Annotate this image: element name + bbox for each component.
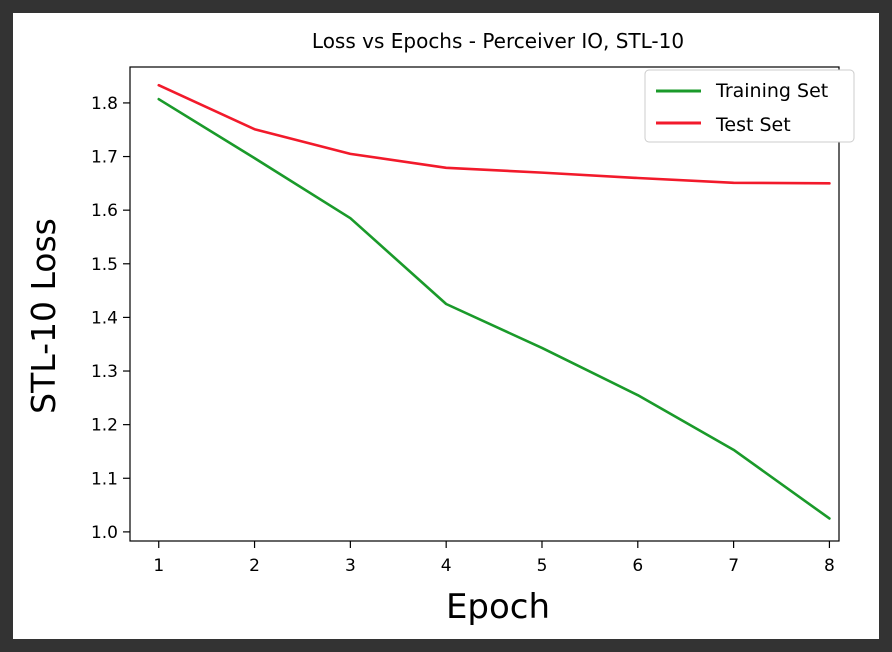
series-line-test-set (157, 83, 831, 185)
x-axis-label: Epoch (446, 587, 550, 627)
x-tick-label: 2 (249, 556, 260, 576)
legend-label-training-set: Training Set (715, 80, 828, 102)
y-tick-label: 1.2 (91, 416, 118, 436)
chart-frame: Loss vs Epochs - Perceiver IO, STL-10 Ep… (13, 13, 879, 639)
y-tick-label: 1.3 (91, 362, 118, 382)
x-tick-label: 4 (441, 556, 452, 576)
y-tick-label: 1.8 (91, 94, 118, 114)
x-tick-label: 1 (153, 556, 164, 576)
plot-area-border (129, 66, 840, 542)
x-tick-label: 5 (537, 556, 548, 576)
y-tick-label: 1.1 (91, 469, 118, 489)
y-axis-ticks: 1.0 1.1 1.2 1.3 1.4 1.5 1.6 1.7 1.8 (91, 94, 130, 543)
loss-line-chart: Loss vs Epochs - Perceiver IO, STL-10 Ep… (24, 29, 855, 627)
legend: Training Set Test Set (644, 69, 855, 143)
chart-title: Loss vs Epochs - Perceiver IO, STL-10 (312, 29, 684, 53)
y-tick-label: 1.7 (91, 148, 118, 168)
legend-label-test-set: Test Set (715, 114, 791, 136)
x-tick-label: 6 (632, 556, 643, 576)
y-tick-label: 1.6 (91, 201, 118, 221)
y-tick-label: 1.4 (91, 308, 118, 328)
y-tick-label: 1.0 (91, 523, 118, 543)
y-tick-label: 1.5 (91, 255, 118, 275)
x-axis-ticks: 1 2 3 4 5 6 7 8 (153, 541, 835, 576)
x-tick-label: 7 (728, 556, 739, 576)
x-tick-label: 3 (345, 556, 356, 576)
series-line-training-set (157, 97, 831, 520)
series-lines (157, 83, 831, 520)
x-tick-label: 8 (824, 556, 835, 576)
y-axis-label: STL-10 Loss (24, 218, 63, 414)
